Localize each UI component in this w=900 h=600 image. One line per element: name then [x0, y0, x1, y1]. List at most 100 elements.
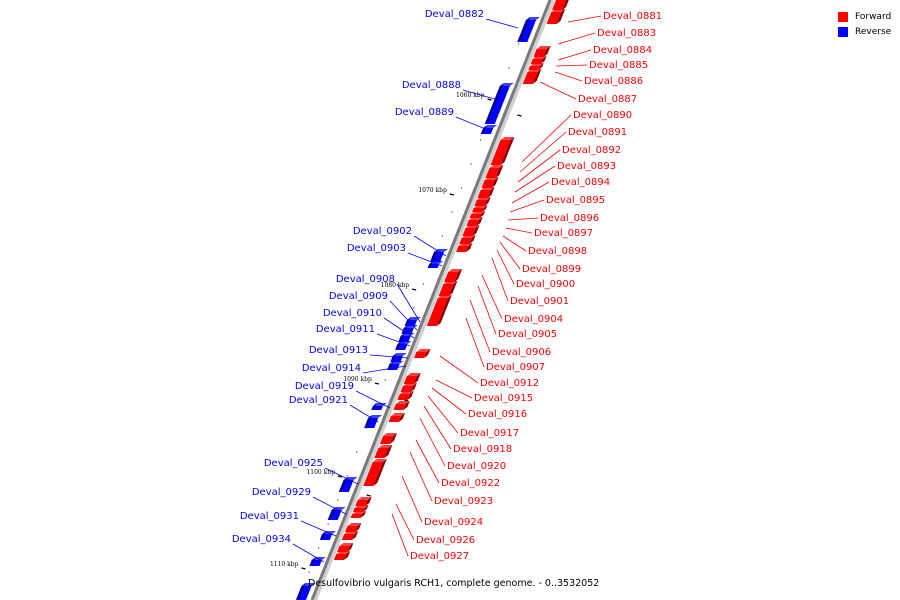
forward-gene: [379, 433, 398, 444]
forward-gene: [363, 459, 387, 486]
reverse-gene: [296, 583, 316, 600]
gene-top: [416, 349, 431, 352]
forward-leader: [431, 387, 467, 415]
gene-face: [533, 49, 547, 57]
gene-labels: Deval_0881 Deval_0883 Deval_0884 Deval_0885…: [232, 9, 662, 562]
gene-face: [350, 514, 363, 518]
forward-gene: [474, 197, 491, 206]
gene-top: [500, 137, 515, 140]
gene-side: [454, 269, 463, 282]
reverse-gene-label: Deval_0914: [302, 363, 361, 374]
forward-leader: [502, 235, 527, 252]
forward-gene-label: Deval_0904: [504, 314, 563, 325]
reverse-gene: [398, 333, 415, 342]
gene-side: [484, 197, 491, 206]
gene-face: [490, 140, 511, 165]
gene-side: [364, 415, 373, 428]
gene-face: [546, 12, 562, 24]
gene-side: [362, 505, 369, 512]
minor-dot: [470, 163, 472, 165]
forward-leader: [517, 149, 561, 183]
reverse-leader: [455, 116, 489, 131]
scale-tick: [374, 382, 380, 385]
gene-top: [392, 353, 407, 356]
forward-gene-label: Deval_0887: [578, 94, 637, 105]
reverse-leader: [355, 390, 391, 409]
gene-top: [468, 217, 483, 220]
gene-face: [363, 462, 383, 486]
forward-gene-label: Deval_0907: [486, 362, 545, 373]
legend: Forward Reverse: [838, 9, 891, 39]
gene-side: [472, 225, 480, 236]
forward-leader: [496, 249, 515, 285]
gene-side: [495, 165, 504, 178]
forward-leader: [514, 165, 556, 193]
forward-gene-label: Deval_0892: [562, 145, 621, 156]
forward-leader: [519, 131, 567, 173]
gene-side: [436, 295, 452, 326]
gene-side: [351, 531, 359, 540]
reverse-gene-label: Deval_0909: [329, 291, 388, 302]
gene-side: [469, 235, 476, 244]
reverse-leader: [324, 467, 359, 485]
gene-top: [532, 56, 547, 59]
forward-gene: [397, 391, 414, 400]
forward-gene-label: Deval_0884: [593, 45, 652, 56]
reverse-gene-label: Deval_0911: [316, 324, 375, 335]
gene-top: [461, 235, 476, 238]
gene-top: [437, 295, 452, 298]
backbone-shadow: [313, 0, 555, 600]
minor-dot: [384, 379, 386, 381]
reverse-leader: [362, 365, 407, 374]
gene-face: [474, 200, 487, 206]
gene-top: [527, 69, 542, 72]
forward-gene-label: Deval_0894: [551, 177, 610, 188]
forward-leader: [557, 49, 592, 61]
gene-top: [402, 383, 417, 386]
reverse-gene-label: Deval_0921: [289, 395, 348, 406]
minor-dot: [441, 235, 444, 237]
forward-leader: [419, 417, 446, 467]
forward-leader: [435, 379, 473, 399]
reverse-gene-label: Deval_0902: [353, 226, 412, 237]
gene-top: [343, 477, 358, 480]
gene-top: [378, 445, 393, 448]
gene-face: [400, 386, 413, 392]
forward-gene-label: Deval_0901: [510, 296, 569, 307]
gene-top: [434, 249, 449, 252]
gene-side: [403, 401, 410, 410]
gene-side: [517, 17, 531, 42]
scale-label: 1100 kbp: [306, 469, 335, 476]
gene-top: [397, 341, 412, 344]
gene-top: [347, 523, 362, 526]
gene-side: [343, 551, 351, 560]
gene-face: [444, 272, 459, 282]
gene-face: [522, 72, 538, 84]
forward-gene: [485, 165, 504, 178]
forward-leader: [521, 114, 572, 163]
gene-side: [500, 137, 515, 165]
gene-face: [374, 448, 389, 458]
gene-top: [357, 497, 372, 500]
genome-caption: Desulfovibrio vulgaris RCH1, complete ge…: [308, 578, 600, 589]
reverse-gene-label: Deval_0925: [264, 458, 323, 469]
forward-gene: [403, 373, 421, 384]
gene-side: [410, 383, 417, 392]
forward-leader: [567, 15, 602, 23]
forward-gene: [456, 243, 473, 252]
forward-gene-label: Deval_0891: [568, 127, 627, 138]
forward-leader: [477, 285, 497, 335]
forward-gene: [466, 217, 483, 226]
forward-leader: [491, 257, 509, 302]
minor-dot: [308, 571, 310, 573]
minor-dot: [451, 211, 453, 213]
gene-face: [552, 0, 566, 10]
forward-gene-label: Deval_0927: [410, 551, 469, 562]
gene-top: [301, 583, 316, 586]
forward-gene-label: Deval_0926: [416, 535, 475, 546]
gene-face: [462, 228, 476, 236]
reverse-gene: [404, 317, 422, 326]
minor-dot: [336, 499, 339, 501]
gene-top: [336, 551, 351, 554]
forward-gene-label: Deval_0912: [480, 378, 539, 389]
